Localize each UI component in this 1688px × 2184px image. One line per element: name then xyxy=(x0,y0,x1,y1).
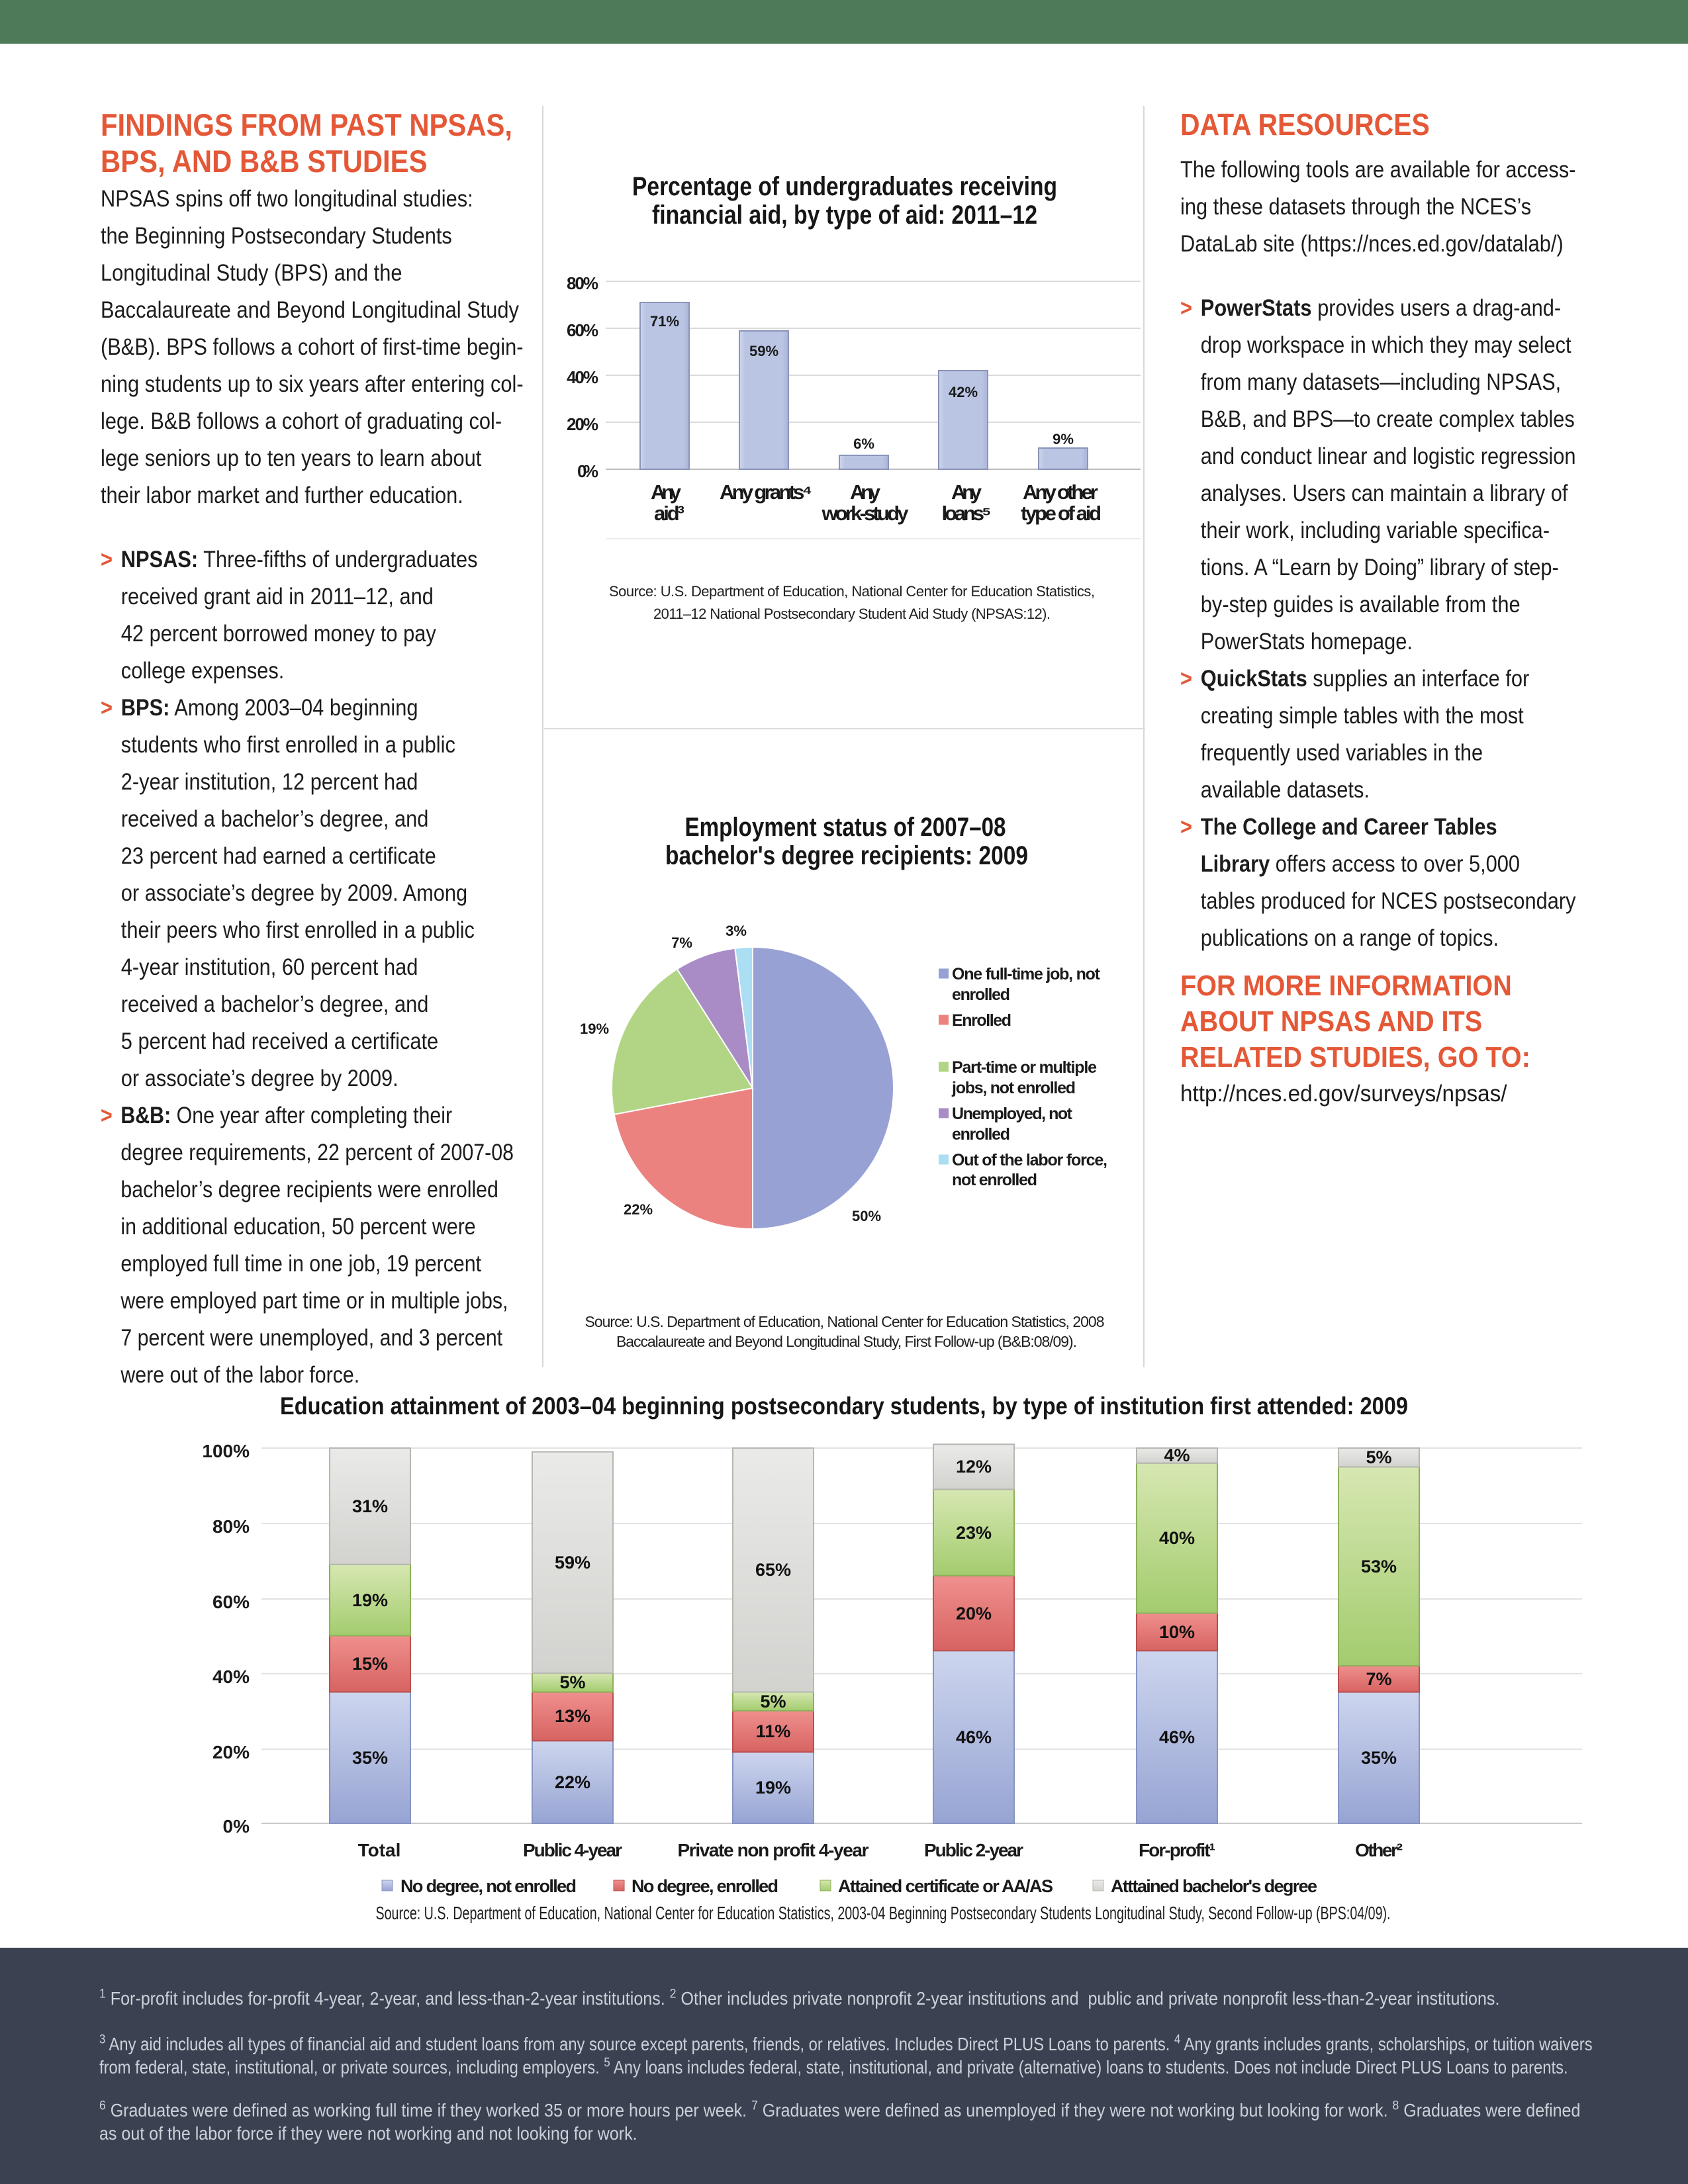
svg-text:Any: Any xyxy=(850,480,881,504)
svg-text:80%: 80% xyxy=(567,273,598,293)
svg-text:12%: 12% xyxy=(956,1457,992,1477)
svg-text:Employment status of 2007–08: Employment status of 2007–08 xyxy=(685,813,1006,842)
svg-text:Total: Total xyxy=(358,1840,401,1860)
svg-text:3%: 3% xyxy=(726,923,747,939)
svg-text:Public 4-year: Public 4-year xyxy=(523,1840,622,1860)
svg-text:Any grants⁴: Any grants⁴ xyxy=(720,480,812,504)
svg-text:71%: 71% xyxy=(650,313,679,330)
svg-text:Percentage of undergraduates r: Percentage of undergraduates receiving xyxy=(632,172,1057,201)
svg-text:Source: U.S. Department of Edu: Source: U.S. Department of Education, Na… xyxy=(585,1313,1105,1330)
svg-text:Private non profit 4-year: Private non profit 4-year xyxy=(678,1840,869,1860)
svg-text:10%: 10% xyxy=(1159,1622,1195,1642)
svg-text:Source: U.S. Department of Edu: Source: U.S. Department of Education, Na… xyxy=(376,1903,1391,1923)
svg-text:60%: 60% xyxy=(567,320,598,340)
svg-text:23%: 23% xyxy=(956,1523,992,1543)
svg-text:jobs, not enrolled: jobs, not enrolled xyxy=(951,1079,1076,1097)
svg-text:5%: 5% xyxy=(1366,1447,1391,1467)
svg-text:Out of the labor force,: Out of the labor force, xyxy=(952,1151,1107,1169)
svg-text:60%: 60% xyxy=(212,1592,250,1612)
svg-text:No degree, enrolled: No degree, enrolled xyxy=(632,1876,778,1896)
svg-text:40%: 40% xyxy=(1159,1528,1195,1548)
svg-text:One full-time job, not: One full-time job, not xyxy=(952,965,1101,983)
svg-text:6%: 6% xyxy=(853,435,874,452)
svg-text:Any: Any xyxy=(951,480,982,504)
svg-text:13%: 13% xyxy=(555,1706,590,1726)
svg-text:Unemployed, not: Unemployed, not xyxy=(952,1105,1073,1123)
svg-text:work-study: work-study xyxy=(821,502,910,525)
svg-text:7%: 7% xyxy=(1366,1669,1391,1689)
svg-text:46%: 46% xyxy=(956,1727,992,1747)
svg-text:65%: 65% xyxy=(755,1560,791,1580)
svg-text:22%: 22% xyxy=(555,1772,590,1792)
svg-text:aid³: aid³ xyxy=(654,502,684,525)
svg-text:0%: 0% xyxy=(223,1816,250,1837)
svg-text:Any other: Any other xyxy=(1023,480,1098,504)
svg-text:35%: 35% xyxy=(352,1748,388,1768)
svg-text:42%: 42% xyxy=(949,384,978,400)
svg-text:Education attainment of 2003–0: Education attainment of 2003–04 beginnin… xyxy=(280,1392,1408,1420)
svg-text:20%: 20% xyxy=(567,414,598,434)
svg-text:46%: 46% xyxy=(1159,1727,1195,1747)
svg-text:Other²: Other² xyxy=(1355,1840,1403,1860)
svg-text:type of aid: type of aid xyxy=(1021,502,1102,525)
svg-text:19%: 19% xyxy=(352,1590,388,1610)
svg-text:59%: 59% xyxy=(749,343,778,359)
svg-text:20%: 20% xyxy=(956,1604,992,1623)
svg-text:No degree, not enrolled: No degree, not enrolled xyxy=(400,1876,577,1896)
svg-text:22%: 22% xyxy=(624,1201,653,1218)
svg-text:2011–12 National Postsecondary: 2011–12 National Postsecondary Student A… xyxy=(653,606,1051,622)
svg-text:53%: 53% xyxy=(1361,1557,1397,1576)
svg-text:40%: 40% xyxy=(212,1666,250,1687)
svg-text:19%: 19% xyxy=(580,1021,609,1037)
svg-text:Enrolled: Enrolled xyxy=(952,1011,1011,1030)
svg-text:9%: 9% xyxy=(1053,431,1074,447)
svg-text:Part-time or multiple: Part-time or multiple xyxy=(952,1058,1097,1077)
svg-text:financial aid, by type of aid:: financial aid, by type of aid: 2011–12 xyxy=(652,201,1037,230)
svg-text:11%: 11% xyxy=(756,1721,791,1741)
svg-text:80%: 80% xyxy=(212,1516,250,1537)
svg-text:20%: 20% xyxy=(212,1742,250,1762)
svg-text:59%: 59% xyxy=(555,1553,590,1572)
svg-text:Atttained bachelor's degree: Atttained bachelor's degree xyxy=(1111,1876,1317,1896)
svg-text:5%: 5% xyxy=(559,1672,585,1692)
svg-text:enrolled: enrolled xyxy=(952,1125,1010,1144)
svg-text:5%: 5% xyxy=(760,1692,786,1711)
svg-text:15%: 15% xyxy=(352,1654,388,1674)
svg-text:4%: 4% xyxy=(1164,1445,1190,1465)
svg-text:19%: 19% xyxy=(755,1778,791,1797)
svg-text:not enrolled: not enrolled xyxy=(952,1171,1037,1189)
svg-text:For-profit¹: For-profit¹ xyxy=(1139,1840,1215,1860)
svg-text:35%: 35% xyxy=(1361,1748,1397,1768)
svg-text:50%: 50% xyxy=(852,1208,881,1224)
svg-text:40%: 40% xyxy=(567,367,598,387)
svg-text:7%: 7% xyxy=(671,934,692,951)
svg-text:bachelor's degree recipients:: bachelor's degree recipients: 2009 xyxy=(665,841,1028,870)
svg-text:Public 2-year: Public 2-year xyxy=(924,1840,1023,1860)
svg-text:Source: U.S. Department of Edu: Source: U.S. Department of Education, Na… xyxy=(609,583,1095,600)
svg-text:100%: 100% xyxy=(202,1441,250,1461)
svg-text:0%: 0% xyxy=(577,461,598,481)
svg-text:Any: Any xyxy=(651,480,682,504)
svg-text:loans⁵: loans⁵ xyxy=(942,502,992,525)
svg-text:31%: 31% xyxy=(352,1496,388,1516)
svg-text:enrolled: enrolled xyxy=(952,985,1010,1004)
svg-text:Attained certificate or AA/AS: Attained certificate or AA/AS xyxy=(838,1876,1053,1896)
svg-text:Baccalaureate and Beyond Longi: Baccalaureate and Beyond Longitudinal St… xyxy=(616,1333,1077,1350)
